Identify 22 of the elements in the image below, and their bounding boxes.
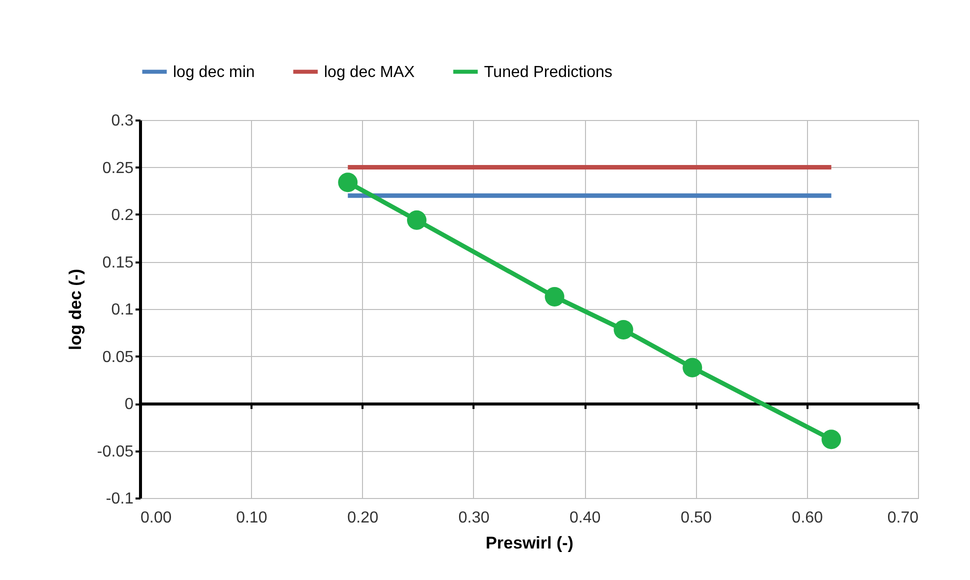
y-tick-label: -0.05 <box>97 443 134 460</box>
x-tick-label: 0.10 <box>236 510 268 526</box>
y-tick-label: 0.25 <box>102 160 134 177</box>
x-axis-title: Preswirl (-) <box>486 534 574 552</box>
x-tick-label: 0.00 <box>140 510 172 526</box>
y-tick-label: 0.1 <box>111 302 134 318</box>
x-tick-label: 0.60 <box>792 510 824 526</box>
y-tick-label: 0.2 <box>111 207 134 224</box>
y-tick-label: 0.3 <box>111 112 134 130</box>
x-tick-label: 0.30 <box>458 510 490 526</box>
y-tick-label: 0.05 <box>102 348 134 366</box>
legend-label: log dec MAX <box>324 64 416 81</box>
y-tick-label: -0.1 <box>106 490 134 508</box>
y-axis-title: log dec (-) <box>66 268 86 350</box>
x-tick-label: 0.50 <box>680 510 712 526</box>
y-tick-label: 0.15 <box>102 254 134 272</box>
legend-label: Tuned Predictions <box>484 64 612 81</box>
legend-label: log dec min <box>173 64 255 81</box>
x-tick-label: 0.70 <box>887 510 919 526</box>
x-tick-label: 0.40 <box>570 510 601 526</box>
x-tick-label: 0.20 <box>347 510 378 526</box>
y-tick-label: 0 <box>124 396 134 413</box>
